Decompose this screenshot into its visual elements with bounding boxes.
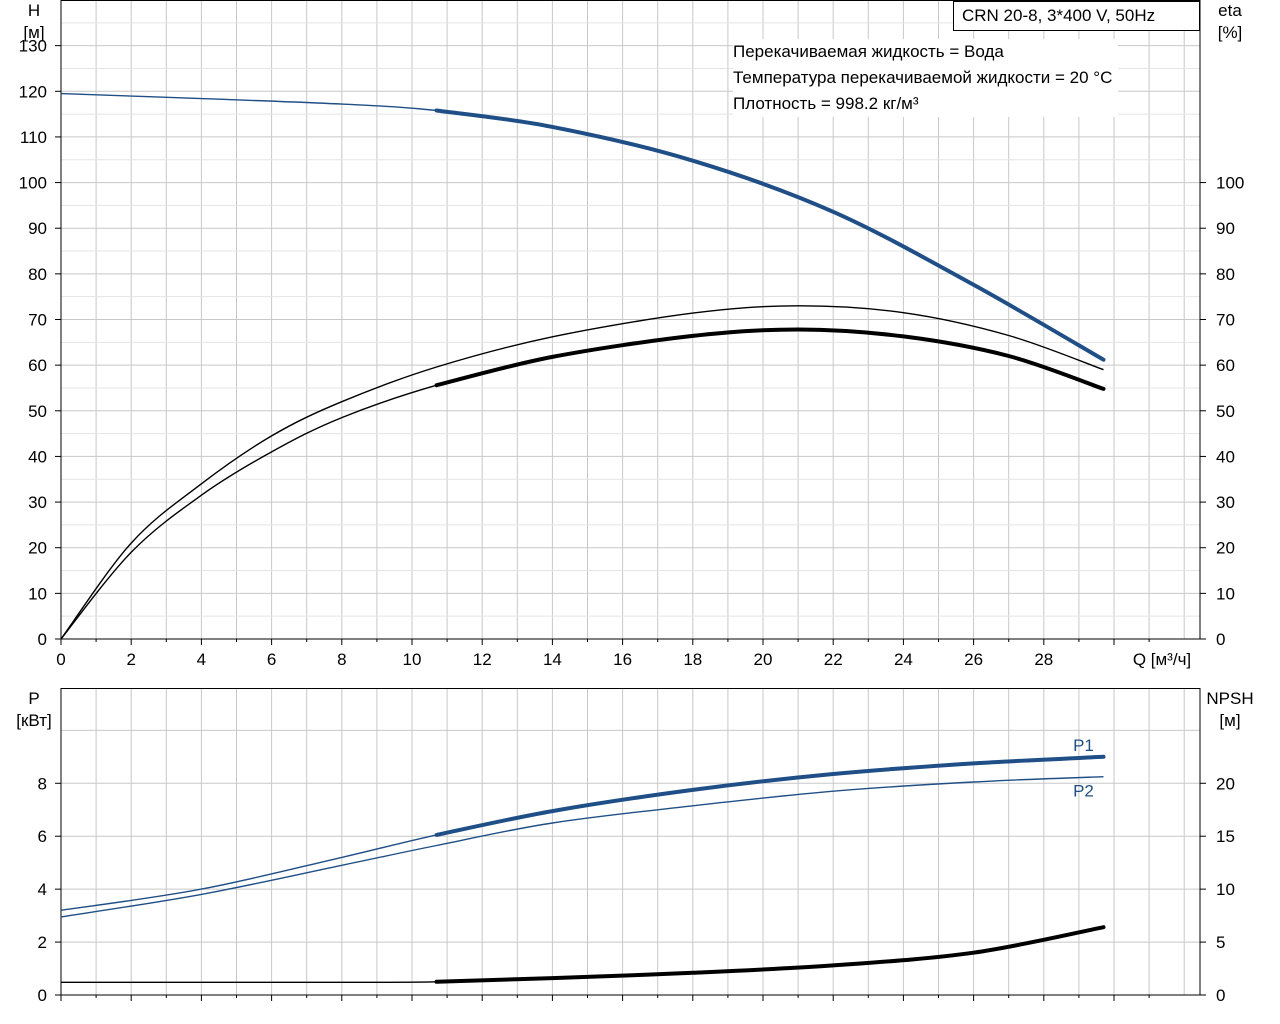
left-tick-label: 10 — [28, 584, 47, 603]
x-tick-label: 16 — [613, 650, 632, 669]
right-tick-label: 70 — [1216, 311, 1235, 330]
x-tick-label: 22 — [824, 650, 843, 669]
left-tick-label: 80 — [28, 265, 47, 284]
left-axis-unit: [м] — [23, 23, 44, 42]
left-tick-label: 8 — [38, 774, 47, 793]
right-tick-label: 20 — [1216, 539, 1235, 558]
right-tick-label: 90 — [1216, 219, 1235, 238]
chart-title-box: CRN 20-8, 3*400 V, 50Hz — [953, 1, 1200, 31]
x-tick-label: 14 — [543, 650, 562, 669]
left-tick-label: 70 — [28, 311, 47, 330]
right-tick-label: 100 — [1216, 174, 1244, 193]
curve-eta_unit — [60, 305, 1104, 640]
series-label-P1: P1 — [1073, 736, 1094, 755]
x-axis-label: Q [м³/ч] — [1133, 650, 1191, 669]
right-tick-label: 20 — [1216, 774, 1235, 793]
x-tick-label: 4 — [197, 650, 206, 669]
x-tick-label: 6 — [267, 650, 276, 669]
curve-H-operating — [434, 108, 1106, 362]
x-tick-label: 20 — [754, 650, 773, 669]
left-tick-label: 20 — [28, 539, 47, 558]
left-tick-label: 0 — [38, 986, 47, 1005]
left-tick-label: 6 — [38, 827, 47, 846]
x-tick-label: 24 — [894, 650, 913, 669]
right-axis-name: NPSH — [1206, 689, 1253, 708]
left-tick-label: 4 — [38, 880, 47, 899]
right-tick-label: 60 — [1216, 356, 1235, 375]
right-tick-label: 10 — [1216, 880, 1235, 899]
x-tick-label: 0 — [56, 650, 65, 669]
left-axis-unit: [кВт] — [16, 711, 51, 730]
x-tick-label: 10 — [403, 650, 422, 669]
curve-NPSH-operating — [434, 925, 1106, 984]
right-tick-label: 50 — [1216, 402, 1235, 421]
left-tick-label: 2 — [38, 933, 47, 952]
left-tick-label: 130 — [19, 37, 47, 56]
left-axis-name: P — [28, 689, 39, 708]
right-tick-label: 30 — [1216, 493, 1235, 512]
right-tick-label: 40 — [1216, 447, 1235, 466]
curve-P1-operating — [434, 754, 1106, 837]
left-tick-label: 30 — [28, 493, 47, 512]
legend-fluid: Перекачиваемая жидкость = Вода — [733, 42, 1004, 61]
right-tick-label: 5 — [1216, 933, 1225, 952]
chart-title: CRN 20-8, 3*400 V, 50Hz — [962, 6, 1156, 25]
right-axis-unit: [м] — [1219, 711, 1240, 730]
curve-P2 — [60, 776, 1104, 918]
top-curves — [60, 92, 1106, 640]
left-axis-name: H — [28, 1, 40, 20]
right-tick-label: 0 — [1216, 986, 1225, 1005]
bottom-grid — [60, 688, 1200, 995]
legend-density: Плотность = 998.2 кг/м³ — [733, 94, 919, 113]
legend-temperature: Температура перекачиваемой жидкости = 20… — [733, 68, 1113, 87]
left-tick-label: 60 — [28, 356, 47, 375]
x-tick-label: 12 — [473, 650, 492, 669]
right-tick-label: 80 — [1216, 265, 1235, 284]
top-axes: 0102030405060708090100110120130H[м]01020… — [19, 0, 1244, 669]
bottom-axes: 0 2 4 6 8 P [кВт] 0 5 10 15 20 NPSH [м] — [16, 688, 1254, 1005]
left-tick-label: 40 — [28, 447, 47, 466]
right-axis-name: eta — [1218, 1, 1242, 20]
series-label-P2: P2 — [1073, 782, 1094, 801]
x-tick-label: 26 — [964, 650, 983, 669]
x-tick-label: 18 — [683, 650, 702, 669]
x-tick-label: 28 — [1034, 650, 1053, 669]
curve-eta_pump-operating — [434, 327, 1106, 391]
left-tick-label: 120 — [19, 82, 47, 101]
curve-eta_pump — [60, 328, 1104, 640]
curve-P1 — [60, 756, 1104, 911]
left-tick-label: 0 — [38, 630, 47, 649]
fluid-legend: Перекачиваемая жидкость = Вода Температу… — [733, 39, 1119, 117]
bottom-curves: P1 P2 — [60, 736, 1106, 984]
right-tick-label: 0 — [1216, 630, 1225, 649]
left-tick-label: 50 — [28, 402, 47, 421]
left-tick-label: 90 — [28, 219, 47, 238]
left-tick-label: 110 — [20, 128, 47, 147]
left-tick-label: 100 — [19, 174, 47, 193]
plot-frame — [60, 688, 1201, 996]
x-tick-label: 2 — [126, 650, 135, 669]
right-axis-unit: [%] — [1218, 23, 1243, 42]
top-grid — [60, 0, 1200, 639]
right-tick-label: 15 — [1216, 827, 1235, 846]
x-tick-label: 8 — [337, 650, 346, 669]
right-tick-label: 10 — [1216, 584, 1235, 603]
